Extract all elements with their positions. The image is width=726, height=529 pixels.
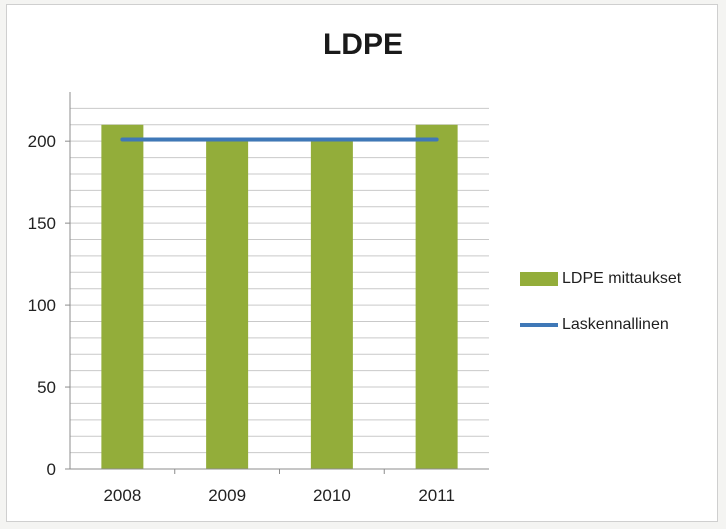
legend-item-bars: LDPE mittaukset xyxy=(520,266,681,292)
x-tick-labels: 2008 2009 2010 2011 xyxy=(103,486,454,505)
legend-item-line: Laskennallinen xyxy=(520,312,681,338)
legend-bar-label: LDPE mittaukset xyxy=(562,270,682,287)
legend: LDPE mittaukset Laskennallinen xyxy=(520,266,681,358)
axes xyxy=(65,92,489,474)
legend-line-label: Laskennallinen xyxy=(562,316,669,333)
chart-title: LDPE xyxy=(322,28,403,61)
bar-2010 xyxy=(310,141,353,469)
legend-line-swatch xyxy=(520,323,558,327)
y-tick-labels: 0 50 100 150 200 xyxy=(28,132,56,479)
y-tick-label: 100 xyxy=(28,296,56,315)
bar-2008 xyxy=(101,124,144,470)
x-tick-label: 2010 xyxy=(313,486,351,505)
bar-series xyxy=(101,124,458,470)
y-tick-label: 200 xyxy=(28,132,56,151)
bar-2009 xyxy=(206,141,249,469)
x-tick-label: 2008 xyxy=(103,486,141,505)
x-tick-label: 2009 xyxy=(208,486,246,505)
x-tick-label: 2011 xyxy=(418,486,455,505)
legend-bar-swatch xyxy=(520,272,558,286)
y-tick-label: 150 xyxy=(28,214,56,233)
y-tick-label: 0 xyxy=(47,460,56,479)
y-tick-label: 50 xyxy=(37,378,56,397)
bar-2011 xyxy=(415,124,458,470)
